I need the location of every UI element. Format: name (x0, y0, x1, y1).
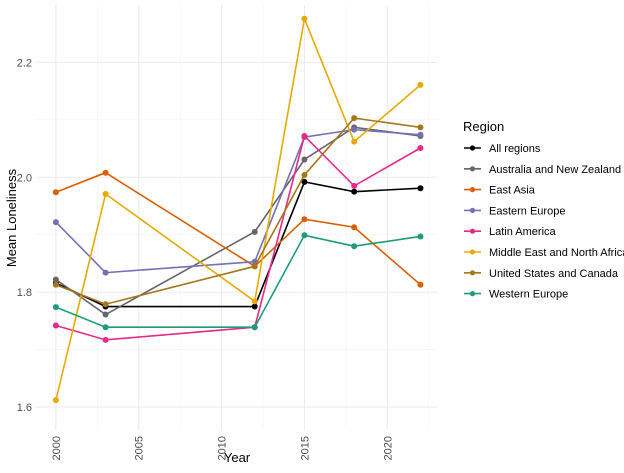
data-point (251, 228, 258, 235)
data-point (251, 324, 258, 331)
x-tick-label: 2005 (134, 436, 146, 460)
data-point (102, 301, 109, 308)
data-point (102, 336, 109, 343)
series-line (55, 134, 421, 341)
data-point (301, 172, 308, 178)
data-point (417, 185, 424, 192)
data-point (417, 281, 424, 288)
series-line (55, 126, 421, 316)
grid (36, 5, 437, 430)
y-tick-label: 1.6 (17, 402, 32, 414)
data-point (102, 269, 109, 276)
y-tick-label: 2.2 (17, 57, 32, 69)
legend-label: Eastern Europe (489, 205, 565, 217)
x-tick-label: 2020 (382, 436, 394, 460)
series-line (55, 128, 421, 274)
data-point (52, 276, 59, 283)
legend: Region All regions Australia and New Zeal… (463, 119, 624, 301)
legend-key-point (469, 291, 476, 297)
data-point (351, 182, 358, 189)
data-point (417, 233, 424, 240)
legend-label: Australia and New Zealand (489, 164, 621, 176)
data-point (301, 232, 308, 239)
data-point (417, 124, 424, 131)
legend-title: Region (463, 119, 504, 134)
data-point (301, 178, 308, 185)
legend-key-point (469, 145, 476, 151)
legend-key-point (469, 207, 476, 213)
x-tick-label: 2000 (51, 436, 63, 460)
data-point (102, 169, 109, 176)
data-point (52, 189, 59, 196)
x-tick-label: 2010 (217, 436, 229, 460)
legend-label: United States and Canada (489, 268, 619, 280)
data-point (251, 298, 258, 305)
series-line (55, 15, 421, 401)
legend-label: Western Europe (489, 289, 568, 301)
data-point (417, 131, 424, 138)
data-point (251, 303, 258, 310)
data-point (417, 81, 424, 88)
legend-key-point (469, 228, 476, 234)
legend-key-point (469, 249, 476, 255)
data-point (52, 219, 59, 226)
data-point (52, 397, 59, 404)
data-point (251, 263, 258, 270)
data-point (52, 281, 59, 288)
y-tick-label: 2.0 (17, 172, 32, 184)
data-point (102, 324, 109, 331)
data-point (351, 126, 358, 133)
legend-label: Latin America (489, 226, 557, 238)
x-tick-label: 2015 (299, 436, 311, 460)
data-point (351, 188, 358, 195)
data-point (301, 216, 308, 223)
y-tick-labels: 1.6 1.8 2.0 2.2 (17, 57, 32, 414)
y-tick-label: 1.8 (17, 287, 32, 299)
data-point (351, 243, 358, 250)
data-point (417, 145, 424, 152)
legend-key-point (469, 187, 476, 193)
data-point (52, 304, 59, 311)
x-axis-label: Year (224, 450, 251, 465)
data-point (351, 115, 358, 122)
data-point (52, 322, 59, 329)
data-point (301, 156, 308, 163)
series-line (55, 180, 421, 308)
legend-label: Middle East and North Africa (489, 247, 624, 259)
series-line (55, 234, 421, 328)
data-point (102, 190, 109, 197)
legend-label: East Asia (489, 185, 536, 197)
series-lines (52, 15, 424, 404)
legend-label: All regions (489, 143, 541, 155)
data-point (301, 15, 308, 22)
series-line (55, 171, 421, 286)
legend-key-point (469, 166, 476, 172)
data-point (351, 138, 358, 145)
y-axis-label: Mean Loneliness (4, 168, 19, 267)
series-line (55, 117, 421, 306)
data-point (301, 132, 308, 139)
legend-key-point (469, 270, 476, 276)
data-point (351, 224, 358, 231)
data-point (102, 311, 109, 318)
x-tick-labels: 2000 2005 2010 2015 2020 (51, 436, 394, 460)
